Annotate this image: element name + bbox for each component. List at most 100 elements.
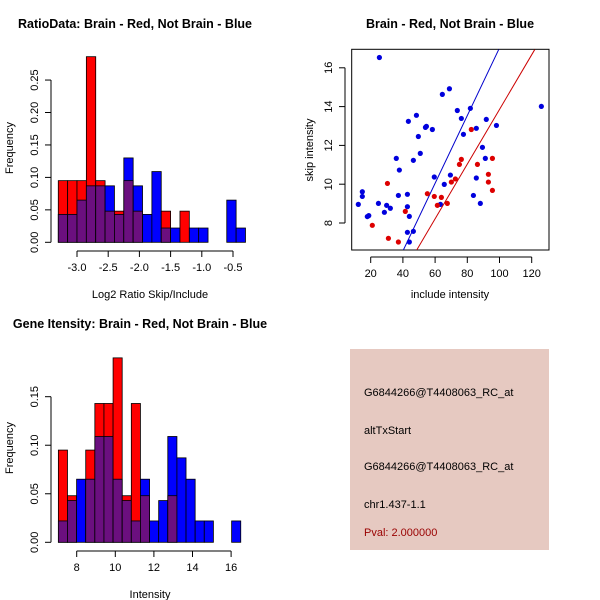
- intensity-histogram-bar-overlap: [167, 495, 178, 543]
- scatter-point-not-brain: [493, 122, 500, 129]
- scatter-point-brain: [444, 200, 450, 207]
- scatter-point-not-brain: [381, 209, 387, 215]
- scatter-point-not-brain: [404, 191, 411, 197]
- intensity-histogram-bar-overlap: [103, 436, 114, 543]
- scatter-point-not-brain: [366, 213, 372, 219]
- scatter-point-brain: [489, 187, 496, 194]
- intensity-histogram-bar-overlap: [57, 520, 68, 543]
- intensity-histogram-y-tick-label: 0.10: [29, 435, 41, 456]
- ratio-histogram-bar-overlap: [123, 180, 134, 243]
- scatter-point-not-brain: [460, 131, 467, 137]
- scatter-x-tick-label: 80: [461, 268, 473, 280]
- intensity-histogram-x-tick-label: 16: [225, 562, 237, 574]
- info-location: chr1.437-1.1: [364, 499, 426, 511]
- info-probe-id-2: G6844266@T4408063_RC_at: [364, 461, 513, 473]
- scatter-point-not-brain: [410, 228, 416, 234]
- scatter-point-not-brain: [470, 192, 477, 199]
- ratio-histogram-x-tick-label: -2.5: [99, 262, 118, 274]
- ratio-histogram-bar-not-brain: [235, 227, 246, 243]
- ratio-histogram-bar-overlap: [160, 227, 172, 243]
- intensity-histogram-bar-not-brain: [231, 520, 242, 543]
- ratio-histogram-x-tick-label: -0.5: [224, 262, 243, 274]
- scatter-point-not-brain: [423, 123, 430, 129]
- ratio-histogram-bar-brain: [179, 210, 190, 243]
- scatter-x-tick-label: 20: [365, 268, 377, 280]
- scatter-y-tick-label: 14: [323, 100, 335, 112]
- ratio-histogram-bar-overlap: [67, 213, 78, 243]
- ratio-histogram-y-tick-label: 0.00: [29, 232, 41, 253]
- scatter-point-brain: [485, 171, 491, 177]
- scatter-point-not-brain: [479, 144, 486, 150]
- intensity-histogram-bar-overlap: [140, 495, 150, 543]
- info-probe-id: G6844266@T4408063_RC_at: [364, 387, 513, 399]
- scatter-point-not-brain: [439, 91, 445, 97]
- intensity-histogram-x-tick-label: 8: [74, 562, 80, 574]
- intensity-histogram-bar-overlap: [94, 436, 105, 543]
- ratio-histogram-bar-not-brain: [198, 227, 209, 243]
- scatter-point-brain: [438, 194, 444, 200]
- scatter-fit-line-not-brain: [402, 49, 500, 250]
- scatter-point-brain: [485, 179, 491, 185]
- scatter-point-not-brain: [404, 204, 411, 210]
- scatter-point-not-brain: [375, 200, 382, 207]
- intensity-histogram-bar-overlap: [85, 478, 96, 543]
- scatter-xlabel: include intensity: [411, 289, 490, 301]
- scatter-y-tick-label: 10: [323, 178, 335, 190]
- intensity-histogram-panel: Gene Itensity: Brain - Red, Not Brain - …: [4, 317, 267, 600]
- scatter-point-not-brain: [473, 175, 479, 181]
- scatter-y-tick-label: 16: [323, 62, 335, 74]
- info-panel: G6844266@T4408063_RC_at altTxStart G6844…: [350, 349, 549, 550]
- scatter-point-not-brain: [483, 116, 489, 123]
- ratio-histogram-y-tick-label: 0.05: [29, 199, 41, 220]
- scatter-point-not-brain: [387, 205, 393, 211]
- ratio-histogram-bar-overlap: [57, 213, 69, 243]
- ratio-histogram-bar-overlap: [95, 185, 106, 243]
- scatter-point-not-brain: [441, 181, 447, 187]
- ratio-histogram-bar-not-brain: [226, 199, 237, 243]
- intensity-histogram-bar-not-brain: [149, 520, 160, 543]
- scatter-point-not-brain: [538, 103, 544, 110]
- ratio-histogram-x-tick-label: -1.0: [192, 262, 211, 274]
- scatter-point-brain: [431, 193, 437, 200]
- ratio-histogram-y-tick-label: 0.20: [29, 102, 41, 123]
- intensity-histogram-bar-not-brain: [76, 478, 87, 543]
- intensity-histogram-x-tick-label: 14: [186, 562, 198, 574]
- intensity-histogram-bar-not-brain: [194, 520, 205, 543]
- scatter-point-not-brain: [396, 167, 402, 173]
- ratio-histogram-bar-overlap: [76, 199, 87, 243]
- info-panel-background: [350, 349, 549, 550]
- ratio-histogram-bar-not-brain: [151, 171, 162, 243]
- ratio-histogram-xlabel: Log2 Ratio Skip/Include: [92, 289, 208, 301]
- scatter-y-tick-label: 12: [323, 139, 335, 151]
- scatter-title: Brain - Red, Not Brain - Blue: [366, 17, 534, 31]
- info-event-type: altTxStart: [364, 425, 411, 437]
- scatter-point-not-brain: [467, 105, 473, 111]
- scatter-plot-box: [351, 48, 550, 251]
- scatter-point-not-brain: [415, 133, 421, 140]
- scatter-point-not-brain: [355, 201, 361, 207]
- ratio-histogram-bar-overlap: [85, 185, 97, 243]
- ratio-histogram-bar-not-brain: [170, 227, 181, 243]
- scatter-point-not-brain: [376, 54, 382, 61]
- scatter-point-brain: [468, 126, 474, 133]
- scatter-point-not-brain: [359, 193, 365, 200]
- intensity-histogram-bar-not-brain: [185, 478, 196, 543]
- intensity-histogram-y-tick-label: 0.15: [29, 386, 41, 407]
- scatter-point-not-brain: [393, 155, 399, 161]
- scatter-point-not-brain: [454, 107, 460, 114]
- scatter-point-not-brain: [417, 150, 423, 156]
- scatter-point-not-brain: [431, 174, 437, 180]
- intensity-histogram-ylabel: Frequency: [4, 422, 16, 474]
- scatter-point-not-brain: [359, 189, 365, 195]
- scatter-x-tick-label: 60: [429, 268, 441, 280]
- ratio-histogram-panel: RatioData: Brain - Red, Not Brain - Blue…: [4, 17, 252, 301]
- scatter-point-not-brain: [473, 125, 479, 131]
- scatter-point-not-brain: [404, 229, 411, 235]
- scatter-y-tick-label: 8: [323, 220, 335, 226]
- scatter-ylabel: skip intensity: [304, 118, 316, 181]
- scatter-point-not-brain: [447, 172, 453, 178]
- scatter-point-not-brain: [406, 239, 412, 245]
- scatter-point-not-brain: [477, 200, 483, 207]
- ratio-histogram-x-tick-label: -2.0: [130, 262, 149, 274]
